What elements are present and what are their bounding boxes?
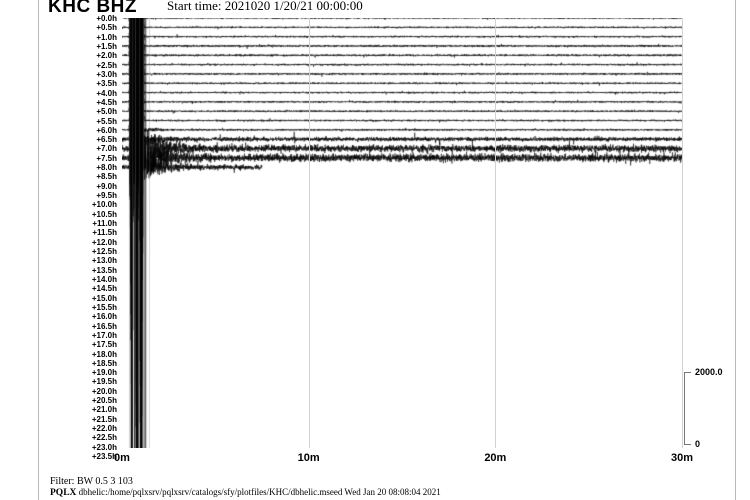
y-axis-tick-label: +22.0h — [91, 424, 117, 434]
y-axis-tick-label: +11.5h — [92, 228, 117, 238]
y-axis-tick-label: +16.0h — [91, 312, 117, 322]
x-axis-tick-label: 0m — [114, 452, 130, 464]
y-axis-tick-label: +9.0h — [96, 181, 117, 191]
y-axis-tick-label: +10.0h — [91, 200, 117, 210]
y-axis-tick-label: +22.5h — [91, 433, 117, 443]
pqlx-tag: PQLX — [50, 488, 77, 497]
y-axis-tick-label: +9.5h — [96, 191, 117, 201]
x-axis-tick-label: 10m — [297, 452, 320, 464]
pqlx-source-line: PQLX dbhelic:/home/pqlxsrv/pqlxsrv/catal… — [50, 487, 441, 497]
y-axis-tick-label: +18.0h — [91, 349, 117, 359]
x-axis-tick-label: 30m — [670, 452, 694, 464]
y-axis-tick-label: +14.5h — [91, 284, 117, 294]
y-axis-tick-label: +5.0h — [96, 107, 117, 117]
y-axis-tick-label: +11.0h — [92, 219, 117, 229]
y-axis-tick-label: +15.5h — [91, 302, 117, 312]
y-axis-tick-label: +21.0h — [91, 405, 117, 415]
y-axis-tick-label: +5.5h — [96, 116, 117, 126]
y-axis-tick-label: +1.5h — [96, 41, 117, 51]
y-axis-tick-label: +0.5h — [96, 23, 117, 33]
y-axis-tick-label: +17.5h — [91, 340, 117, 350]
y-axis-tick-label: +7.0h — [96, 144, 117, 154]
y-axis-tick-label: +4.0h — [96, 88, 117, 98]
x-gridline — [308, 18, 310, 448]
y-axis-tick-label: +2.5h — [96, 60, 117, 70]
y-axis-tick-label: +19.5h — [91, 377, 117, 387]
y-axis-tick-label: +13.0h — [91, 256, 117, 266]
page-title: KHC BHZ — [48, 0, 137, 17]
helicorder-plot-area — [122, 18, 683, 448]
filter-label: Filter: BW 0.5 3 103 — [50, 476, 133, 487]
y-axis-tick-label: +20.5h — [91, 396, 117, 406]
x-gridline — [682, 18, 683, 448]
y-axis-tick-label: +23.0h — [91, 442, 117, 452]
page-frame-right-border — [735, 0, 736, 500]
y-axis-tick-label: +1.0h — [96, 32, 117, 42]
y-axis-tick-label: +8.5h — [96, 172, 117, 182]
start-time-label: Start time: 2021020 1/20/21 00:00:00 — [167, 0, 363, 13]
y-axis-tick-label: +14.0h — [91, 274, 117, 284]
y-axis-tick-label: +12.5h — [91, 247, 117, 256]
y-axis-tick-label: +12.0h — [91, 237, 117, 247]
x-axis-tick-label: 20m — [484, 452, 507, 464]
y-axis-tick-label: +7.5h — [96, 153, 117, 163]
x-axis-labels: 0m 10m 20m 30m — [0, 452, 750, 468]
y-axis-tick-label: +20.0h — [91, 386, 117, 396]
y-axis-tick-label: +0.0h — [96, 14, 117, 23]
y-axis-tick-label: +18.5h — [91, 358, 117, 368]
scale-bar-top-tick — [684, 372, 691, 373]
scale-bar-bottom-tick — [684, 444, 691, 445]
y-axis-tick-label: +17.0h — [91, 330, 117, 340]
y-axis-labels: +0.0h +0.5h +1.0h +1.5h +2.0h +2.5h +3.0h +3.5h… — [55, 14, 117, 461]
seismogram-trace-canvas — [122, 18, 682, 448]
y-axis-tick-label: +21.5h — [91, 414, 117, 424]
y-axis-tick-label: +6.5h — [96, 135, 117, 145]
y-axis-tick-label: +6.0h — [96, 125, 117, 135]
page-frame-left-border — [38, 0, 39, 500]
y-axis-tick-label: +15.0h — [91, 293, 117, 303]
amplitude-scale-bar: 2000.0 0 — [684, 367, 736, 449]
y-axis-tick-label: +4.5h — [96, 97, 117, 107]
y-axis-tick-label: +19.0h — [91, 368, 117, 378]
y-axis-tick-label: +2.0h — [96, 51, 117, 61]
scale-bar-line — [684, 372, 685, 444]
scale-bar-bottom-label: 0 — [695, 439, 701, 449]
y-axis-tick-label: +23.5h — [91, 452, 117, 462]
y-axis-tick-label: +10.5h — [91, 209, 117, 219]
scale-bar-top-label: 2000.0 — [695, 367, 723, 377]
y-axis-tick-label: +3.0h — [96, 69, 117, 79]
pqlx-path: dbhelic:/home/pqlxsrv/pqlxsrv/catalogs/s… — [78, 487, 441, 497]
y-axis-tick-label: +3.5h — [96, 79, 117, 89]
y-axis-tick-label: +16.5h — [91, 321, 117, 331]
y-axis-tick-label: +8.0h — [96, 163, 117, 173]
x-gridline — [495, 18, 497, 448]
y-axis-tick-label: +13.5h — [91, 265, 117, 275]
